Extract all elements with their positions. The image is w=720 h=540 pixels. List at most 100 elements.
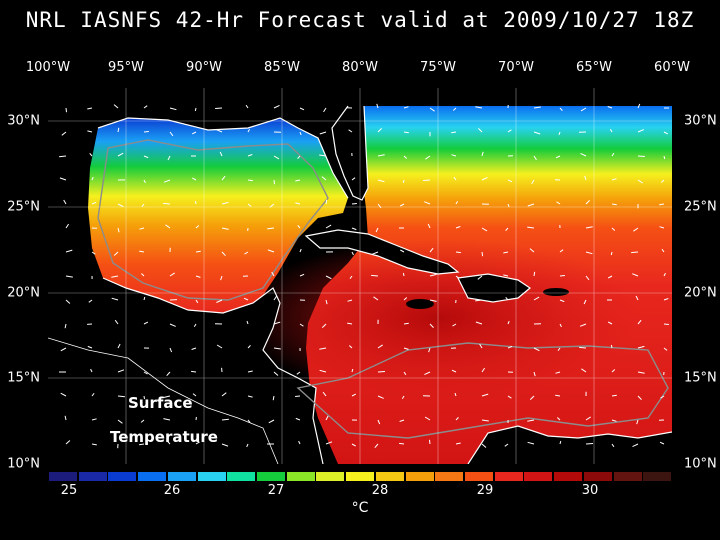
wind-arrow [88,299,93,303]
wind-arrow [322,391,327,397]
wind-arrow [481,367,486,373]
wind-arrow [169,272,175,277]
wind-arrow [423,179,431,181]
wind-arrow [163,202,171,205]
wind-arrow [659,203,665,206]
wind-arrow [452,323,457,327]
wind-arrow [377,419,381,425]
wind-arrow [295,179,301,182]
map-label-line1: Surface [128,394,193,412]
south-america-land [468,426,672,464]
wind-arrow [325,199,328,205]
wind-arrow [221,175,226,181]
wind-arrow [585,443,594,445]
wind-arrow [374,443,379,449]
wind-arrow [90,368,93,373]
wind-arrow [325,441,333,445]
wind-arrow [272,395,275,401]
lon-label: 85°W [264,60,300,75]
wind-arrow [583,299,587,305]
wind-arrow [533,371,536,377]
wind-arrow [271,271,275,277]
wind-arrow [163,179,171,183]
wind-arrow [529,395,535,400]
wind-arrow [611,443,615,448]
wind-arrow [527,441,535,445]
lon-label: 95°W [108,60,144,75]
wind-arrow [637,129,644,133]
wind-arrow [533,106,541,109]
colorbar-tick: 25 [60,483,78,498]
wind-arrow [89,152,93,157]
colorbar-swatch [107,471,138,482]
colorbar-tick: 27 [267,483,285,498]
wind-arrow [557,347,561,351]
wind-arrow [559,323,562,328]
wind-arrow [325,415,329,421]
wind-arrow [325,299,328,305]
wind-arrow [403,322,409,325]
wind-arrow [221,251,226,257]
wind-arrow [451,131,457,134]
colorbar-swatch [226,471,257,482]
puerto-rico-land [543,288,569,296]
lat-label-right: 25°N [684,199,717,215]
wind-arrow [60,392,67,397]
wind-arrow [424,371,431,376]
wind-arrow [325,224,332,229]
colorbar-swatch [374,471,405,482]
wind-arrow [481,251,484,257]
wind-arrow [299,107,305,111]
wind-arrow [139,227,145,230]
wind-arrow [663,298,669,301]
wind-arrow [87,345,93,349]
wind-arrow [163,418,171,421]
wind-arrow [247,370,253,373]
wind-arrow [268,419,275,424]
colorbar-tick: 28 [371,483,389,498]
colorbar-swatch [404,471,435,482]
wind-arrow [169,323,176,327]
wind-arrow [114,319,119,325]
wind-arrow [219,151,223,157]
wind-arrow [481,393,489,397]
wind-arrow [611,419,617,422]
wind-arrow [195,299,199,304]
map-title: NRL IASNFS 42-Hr Forecast valid at 2009/… [25,8,695,32]
wind-arrow [637,395,642,400]
wind-arrow [117,369,125,373]
wind-arrow [143,105,148,109]
wind-arrow [351,443,356,447]
lat-label-left: 10°N [7,456,40,472]
wind-arrow [348,129,353,133]
wind-arrow [319,154,327,157]
colorbar-swatch [464,471,494,482]
wind-arrow [479,343,483,349]
wind-arrow [481,151,484,157]
wind-arrow [273,295,278,301]
wind-arrow [637,345,645,349]
wind-arrow [59,155,67,158]
wind-arrow [87,130,93,133]
wind-arrow [527,226,535,229]
wind-arrow [347,299,353,302]
wind-arrow [455,417,459,421]
wind-arrow [65,275,73,278]
lon-label: 80°W [342,60,378,75]
sst-field [48,88,672,464]
wind-arrow [559,249,564,253]
colorbar-swatch [553,471,584,482]
colorbar-swatch [642,471,673,482]
lon-label: 100°W [25,60,71,75]
hispaniola-land [458,274,530,302]
wind-arrow [61,131,67,136]
wind-arrow [659,226,665,229]
wind-arrow [247,154,253,157]
wind-arrow [580,107,587,112]
wind-arrow [403,347,409,350]
wind-arrow [507,179,513,183]
wind-arrow [139,250,145,253]
colorbar-swatch [493,471,524,482]
wind-arrow [454,392,457,397]
wind-arrow [273,347,281,350]
